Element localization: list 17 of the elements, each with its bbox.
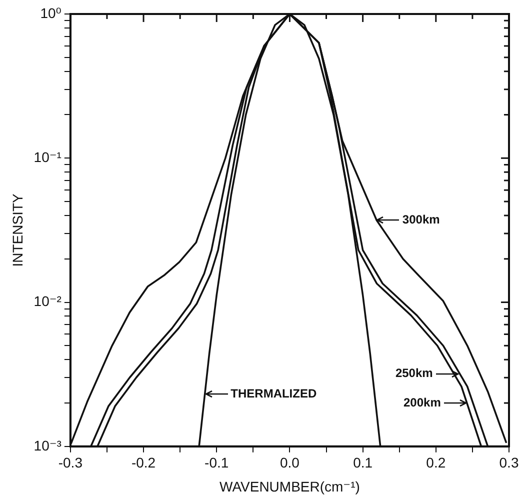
annotation: 300km [402, 212, 440, 227]
x-tick-label: 0.0 [280, 454, 300, 471]
y-tick-label: 10⁻² [34, 293, 62, 310]
y-axis-title: INTENSITY [9, 192, 26, 267]
annotation: THERMALIZED [230, 386, 317, 401]
y-tick-label: 10⁻¹ [34, 148, 62, 165]
x-tick-label: -0.1 [204, 454, 229, 471]
annotation: 200km [404, 395, 441, 410]
annotation: 250km [395, 366, 433, 380]
y-tick-label: 10⁰ [40, 4, 62, 21]
x-tick-label: -0.3 [58, 454, 83, 471]
x-tick-label: 0.1 [353, 454, 373, 471]
x-tick-label: -0.2 [131, 454, 156, 471]
x-tick-label: 0.2 [426, 454, 446, 471]
y-tick-label: 10⁻³ [34, 437, 62, 454]
x-axis-title: WAVENUMBER(cm⁻¹) [220, 478, 360, 494]
x-tick-label: 0.3 [499, 454, 519, 471]
